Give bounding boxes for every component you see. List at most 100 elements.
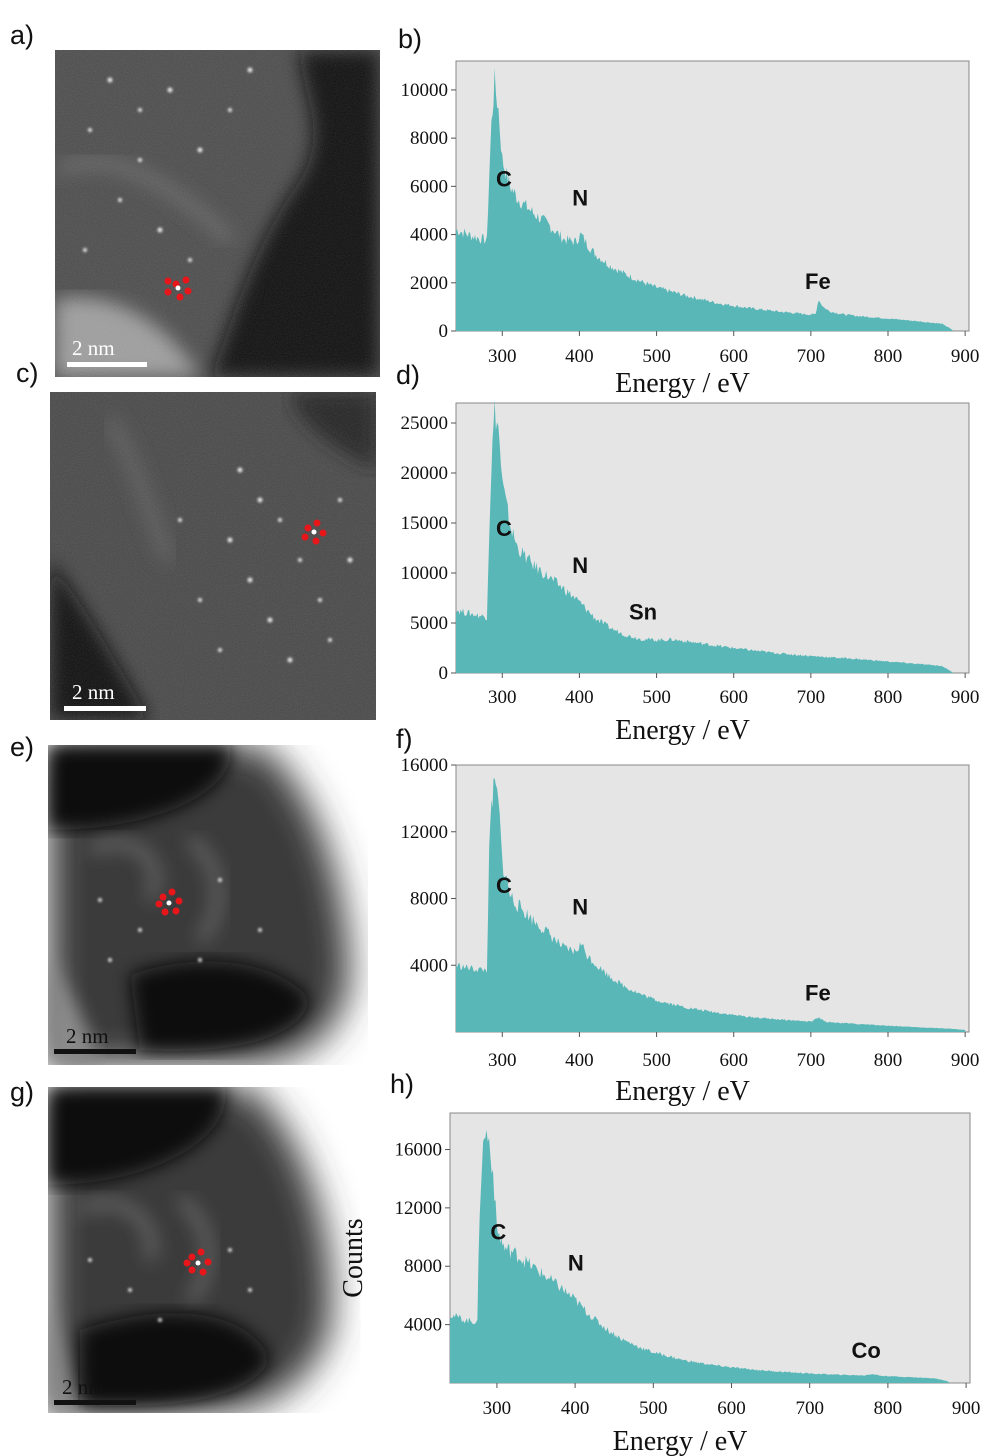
x-tick-label-f: 700	[797, 1050, 826, 1071]
x-tick-label-d: 300	[488, 687, 517, 708]
edge-label-sn-d: Sn	[629, 599, 657, 624]
spectrum-area-b	[456, 68, 954, 331]
edge-label-c-d: C	[496, 516, 512, 541]
micrograph-g	[48, 1087, 368, 1413]
scale-bar-label-g: 2 nm	[62, 1375, 105, 1399]
x-tick-label-f: 400	[565, 1050, 594, 1071]
x-tick-label-b: 700	[797, 346, 826, 367]
y-tick-label-f: 4000	[410, 955, 448, 976]
x-tick-label-h: 300	[483, 1398, 512, 1419]
y-tick-label-b: 2000	[410, 273, 448, 294]
panel-label-a: a)	[10, 20, 34, 50]
spectrum-area-f	[456, 778, 966, 1032]
edge-label-n-h: N	[568, 1251, 584, 1276]
scale-bar-g	[54, 1400, 136, 1405]
x-tick-label-d: 500	[642, 687, 671, 708]
edge-label-n-b: N	[572, 186, 588, 211]
y-tick-label-b: 6000	[410, 176, 448, 197]
edge-label-fe-f: Fe	[805, 981, 831, 1006]
edge-label-n-d: N	[572, 553, 588, 578]
y-tick-label-b: 10000	[401, 80, 449, 101]
scale-bar-label-c: 2 nm	[72, 680, 115, 704]
micrograph-c	[50, 392, 376, 720]
x-tick-label-h: 900	[952, 1398, 981, 1419]
x-tick-label-b: 500	[642, 346, 671, 367]
y-tick-label-h: 4000	[404, 1315, 442, 1336]
atom-marker-e	[155, 888, 183, 916]
scale-bar-label-e: 2 nm	[66, 1024, 109, 1048]
panel-label-c: c)	[16, 358, 39, 388]
y-tick-label-b: 0	[439, 321, 449, 342]
y-tick-label-d: 25000	[401, 413, 449, 434]
spectrum-chart-h: 300 400 500 600 700 800 900 4000 8000 12000 16000 C…	[338, 1069, 980, 1456]
y-tick-label-f: 16000	[401, 755, 449, 776]
x-tick-label-b: 900	[951, 346, 980, 367]
plot-area-b	[455, 60, 970, 332]
x-tick-label-b: 300	[488, 346, 517, 367]
spectrum-chart-b: 300 400 500 600 700 800 900 0 2000 4000 6000 8000 10…	[398, 24, 979, 399]
x-tick-label-b: 400	[565, 346, 594, 367]
y-axis-title-h: Counts	[338, 1218, 369, 1297]
x-tick-label-f: 900	[951, 1050, 980, 1071]
x-tick-label-d: 600	[719, 687, 748, 708]
y-tick-label-d: 15000	[401, 513, 449, 534]
spectrum-area-h	[450, 1130, 951, 1383]
panel-label-f: f)	[396, 724, 413, 754]
atom-marker-g	[183, 1248, 212, 1276]
panel-label-g: g)	[10, 1077, 34, 1107]
y-tick-label-h: 8000	[404, 1256, 442, 1277]
panel-label-e: e)	[10, 732, 34, 762]
y-tick-label-d: 10000	[401, 563, 449, 584]
atom-marker-c	[301, 519, 327, 545]
x-tick-label-h: 700	[795, 1398, 824, 1419]
scale-bar-a	[67, 362, 147, 367]
atom-marker-a	[164, 276, 192, 301]
x-tick-label-d: 400	[565, 687, 594, 708]
x-tick-label-h: 400	[561, 1398, 590, 1419]
scale-bar-e	[54, 1049, 136, 1054]
x-tick-label-f: 600	[719, 1050, 748, 1071]
x-axis-title-b: Energy / eV	[615, 368, 750, 399]
spectrum-charts: 300 400 500 600 700 800 9000200040006000800010…	[338, 24, 980, 1456]
panel-label-h: h)	[390, 1069, 414, 1099]
x-tick-label-d: 900	[951, 687, 980, 708]
x-tick-label-b: 600	[719, 346, 748, 367]
x-tick-label-d: 700	[797, 687, 826, 708]
y-tick-label-d: 20000	[401, 463, 449, 484]
x-tick-label-h: 800	[874, 1398, 903, 1419]
x-tick-label-h: 600	[717, 1398, 746, 1419]
y-tick-label-f: 8000	[410, 889, 448, 910]
edge-label-co-h: Co	[851, 1338, 880, 1363]
scale-bar-label-a: 2 nm	[72, 336, 115, 360]
x-axis-title-h: Energy / eV	[613, 1426, 748, 1456]
panel-label-d: d)	[396, 360, 420, 390]
x-tick-label-f: 300	[488, 1050, 517, 1071]
x-tick-label-b: 800	[874, 346, 903, 367]
y-tick-label-h: 12000	[395, 1198, 443, 1219]
y-tick-label-b: 8000	[410, 128, 448, 149]
scale-bar-c	[64, 706, 146, 711]
spectrum-chart-d: 300 400 500 600 700 800 900 0 5000 10000 15000 2000…	[396, 360, 979, 746]
spectrum-area-d	[456, 399, 954, 673]
y-tick-label-d: 5000	[410, 613, 448, 634]
edge-label-c-h: C	[490, 1220, 506, 1245]
edge-label-fe-b: Fe	[805, 269, 831, 294]
x-axis-title-f: Energy / eV	[615, 1076, 750, 1107]
y-tick-label-f: 12000	[401, 822, 449, 843]
micrograph-e	[48, 745, 368, 1065]
micrograph-a	[55, 50, 380, 377]
x-tick-label-d: 800	[874, 687, 903, 708]
edge-label-n-f: N	[572, 895, 588, 920]
spectrum-chart-f: 300 400 500 600 700 800 900 4000 8000 12000 16000 C…	[396, 724, 979, 1107]
y-tick-label-d: 0	[439, 663, 449, 684]
y-tick-label-b: 4000	[410, 225, 448, 246]
panel-label-b: b)	[398, 24, 422, 54]
edge-label-c-b: C	[496, 166, 512, 191]
y-tick-label-h: 16000	[395, 1139, 443, 1160]
x-tick-label-f: 500	[642, 1050, 671, 1071]
x-axis-title-d: Energy / eV	[615, 715, 750, 746]
x-tick-label-h: 500	[639, 1398, 668, 1419]
x-tick-label-f: 800	[874, 1050, 903, 1071]
edge-label-c-f: C	[496, 873, 512, 898]
